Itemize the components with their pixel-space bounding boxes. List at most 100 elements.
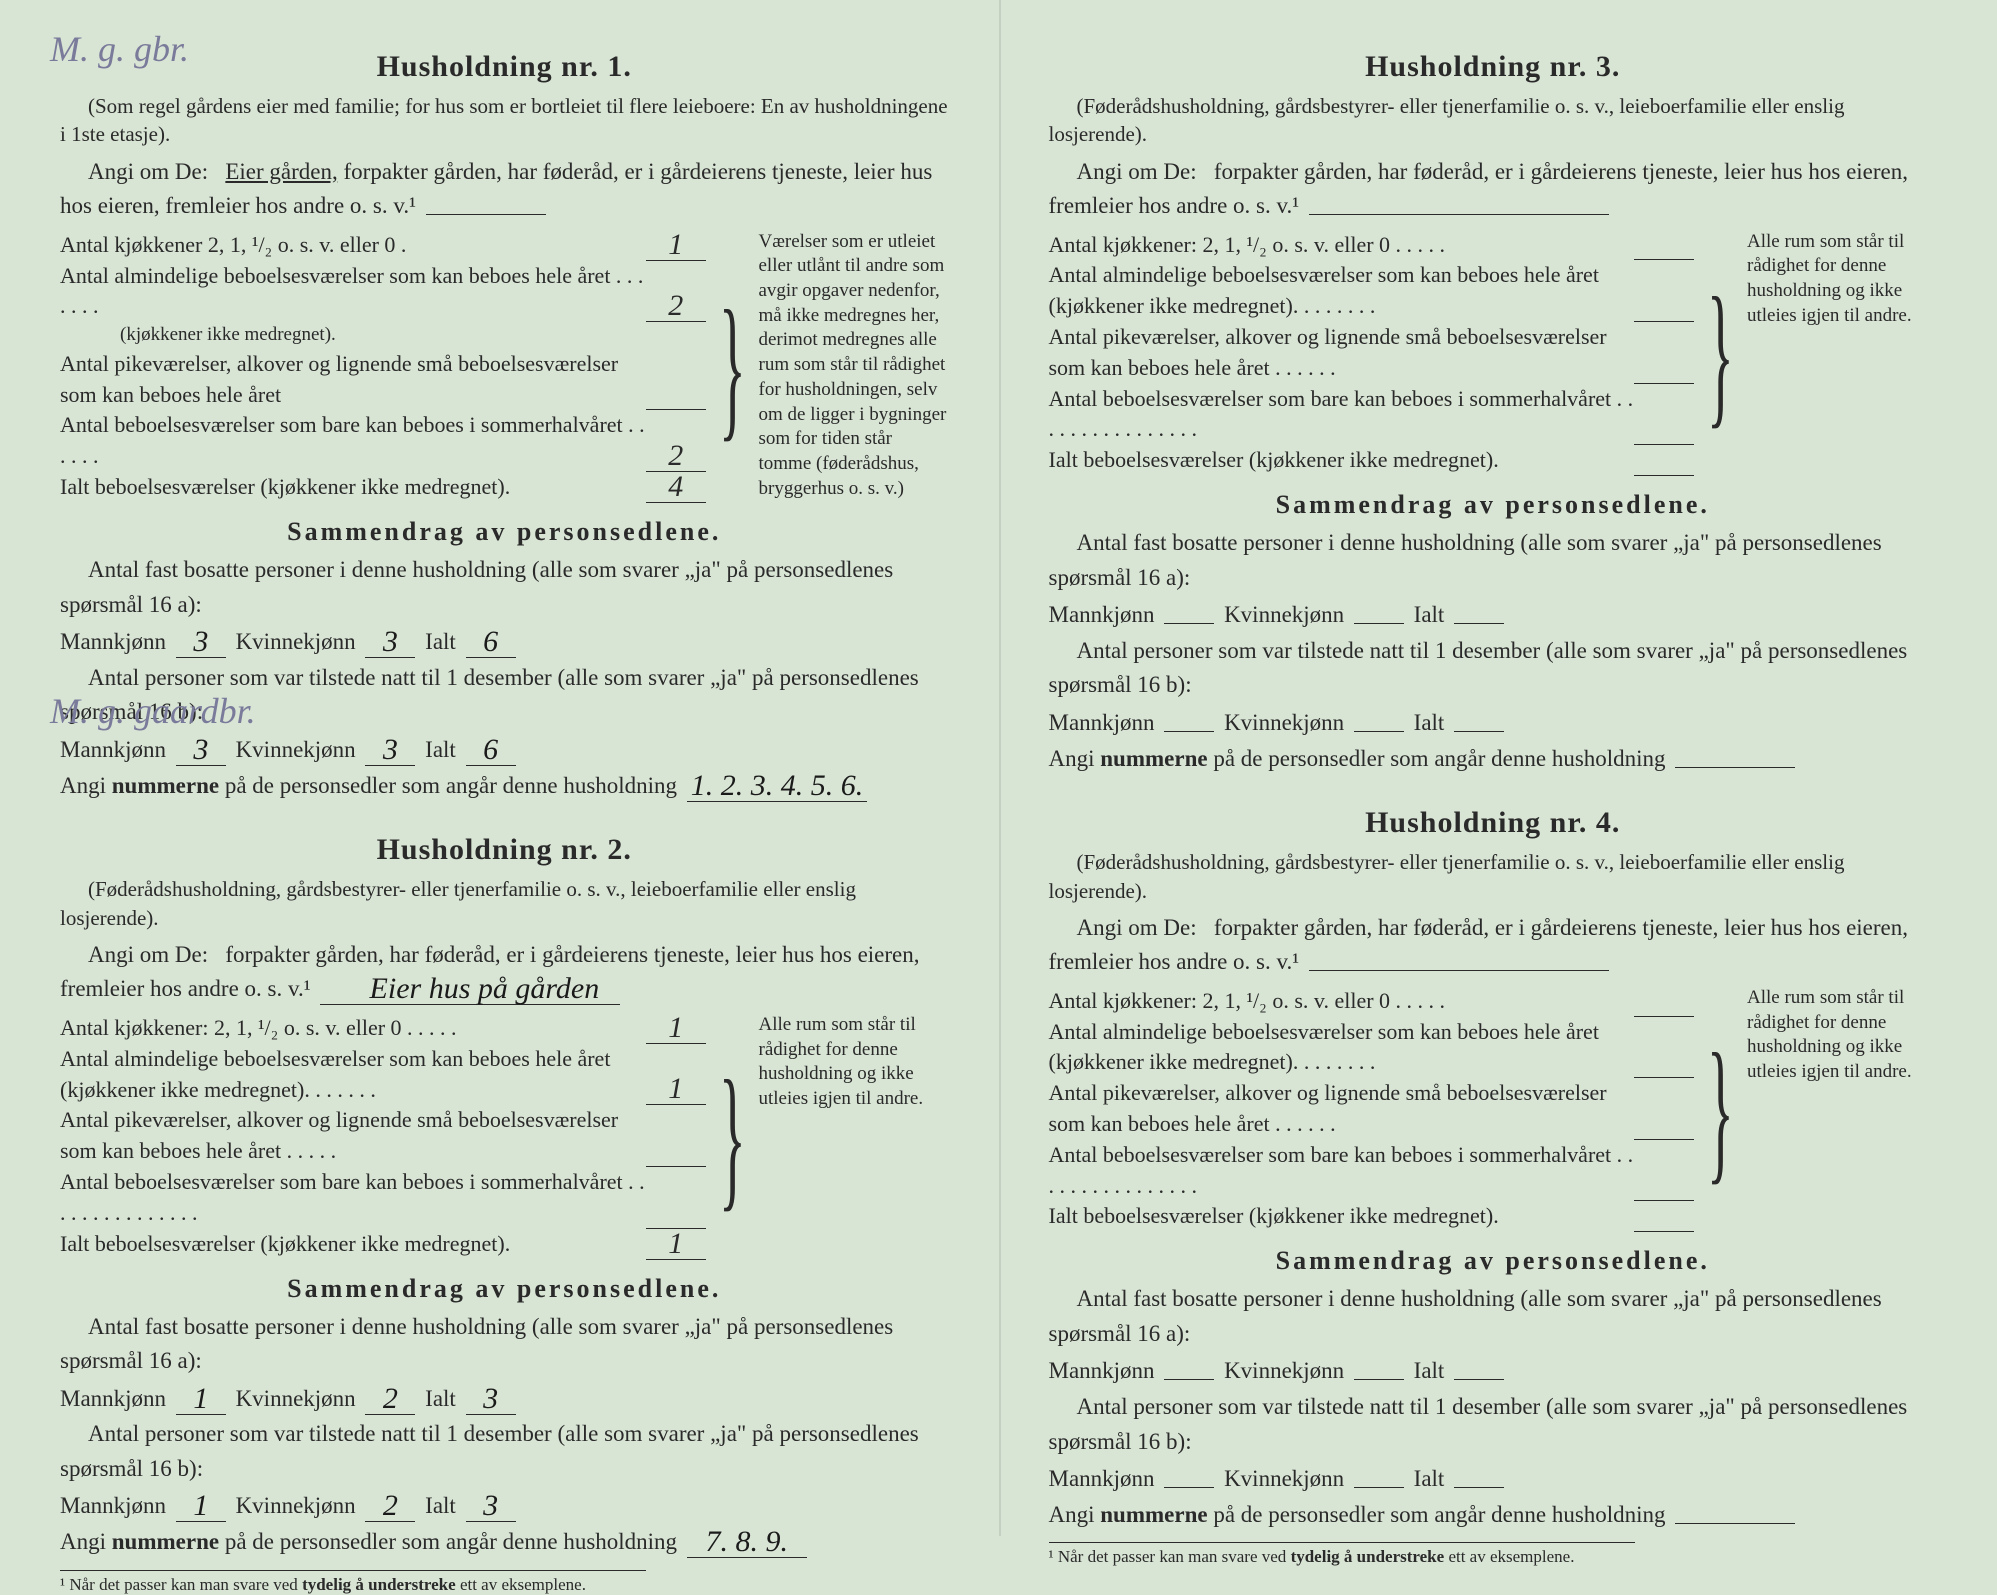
h1-angi-underlined: Eier gården, xyxy=(225,159,337,184)
h2-sum1-m[interactable]: 1 xyxy=(176,1384,226,1415)
h2-angi-value[interactable]: Eier hus på gården xyxy=(320,974,620,1005)
h4-r1-val[interactable] xyxy=(1634,1077,1694,1078)
h4-sum1-m[interactable] xyxy=(1164,1379,1214,1380)
h1-angi-value[interactable] xyxy=(426,214,546,215)
h1-r2-val[interactable] xyxy=(646,409,706,410)
nummerne-bold: nummerne xyxy=(112,773,219,798)
h2-r1: Antal almindelige beboelsesværelser som … xyxy=(60,1044,706,1106)
h3-summary-title: Sammendrag av personsedlene. xyxy=(1049,490,1938,520)
h1-sum2-i[interactable]: 6 xyxy=(466,735,516,766)
h3-rooms-left: Antal kjøkkener: 2, 1, ¹/₂ o. s. v. elle… xyxy=(1049,230,1695,476)
h2-summary-title: Sammendrag av personsedlene. xyxy=(60,1274,949,1304)
h3-angi: Angi om De: forpakter gården, har føderå… xyxy=(1049,155,1938,224)
h3-sum1-k[interactable] xyxy=(1354,623,1404,624)
h2-kitchens: Antal kjøkkener: 2, 1, ¹/₂ o. s. v. elle… xyxy=(60,1013,706,1044)
h3-sum2-m[interactable] xyxy=(1164,731,1214,732)
ialt-label-h2: Ialt xyxy=(425,1386,456,1411)
h1-title: Husholdning nr. 1. xyxy=(60,50,949,84)
h1-sum2-k[interactable]: 3 xyxy=(365,735,415,766)
h3-sum2-i[interactable] xyxy=(1454,731,1504,732)
pencil-note-2: M. g. gaardbr. xyxy=(50,690,256,732)
h1-r1-val[interactable]: 2 xyxy=(646,291,706,322)
h3-r4-val[interactable] xyxy=(1634,475,1694,476)
h3-r4: Ialt beboelsesværelser (kjøkkener ikke m… xyxy=(1049,445,1695,476)
h1-r3-label: Antal beboelsesværelser som bare kan beb… xyxy=(60,410,646,472)
h1-sum1-i[interactable]: 6 xyxy=(466,627,516,658)
h3-angi-value[interactable] xyxy=(1309,214,1609,215)
h3-margin-note: Alle rum som står til rådighet for denne… xyxy=(1747,230,1937,329)
h2-r4-label: Ialt beboelsesværelser (kjøkkener ikke m… xyxy=(60,1229,646,1260)
h4-sum1-k[interactable] xyxy=(1354,1379,1404,1380)
h3-sum1-m[interactable] xyxy=(1164,623,1214,624)
h4-r2-val[interactable] xyxy=(1634,1139,1694,1140)
h4-r3-val[interactable] xyxy=(1634,1200,1694,1201)
h3-angi-pre: Angi om De: xyxy=(1077,159,1197,184)
h4-r3-label: Antal beboelsesværelser som bare kan beb… xyxy=(1049,1140,1635,1202)
h4-sum1-i[interactable] xyxy=(1454,1379,1504,1380)
h2-r1-label: Antal almindelige beboelsesværelser som … xyxy=(60,1044,646,1106)
h1-sum1-k[interactable]: 3 xyxy=(365,627,415,658)
h1-r4-val[interactable]: 4 xyxy=(646,472,706,503)
h1-rooms-block: Antal kjøkkener 2, 1, ¹/₂ o. s. v. eller… xyxy=(60,230,949,503)
h3-sum2-k[interactable] xyxy=(1354,731,1404,732)
h4-angi-pre: Angi om De: xyxy=(1077,915,1197,940)
h3-r3: Antal beboelsesværelser som bare kan beb… xyxy=(1049,384,1695,446)
h4-summary-title: Sammendrag av personsedlene. xyxy=(1049,1246,1938,1276)
census-form-spread: M. g. gbr. Husholdning nr. 1. (Som regel… xyxy=(0,0,1997,1536)
h2-sum2-k[interactable]: 2 xyxy=(365,1491,415,1522)
h1-kitchens-label: Antal kjøkkener 2, 1, ¹/₂ o. s. v. eller… xyxy=(60,230,646,261)
h4-r4-val[interactable] xyxy=(1634,1231,1694,1232)
h4-sum2-i[interactable] xyxy=(1454,1487,1504,1488)
h4-angi-value[interactable] xyxy=(1309,970,1609,971)
h1-rooms-left: Antal kjøkkener 2, 1, ¹/₂ o. s. v. eller… xyxy=(60,230,706,503)
h2-r1-val[interactable]: 1 xyxy=(646,1074,706,1105)
h2-sum2-m[interactable]: 1 xyxy=(176,1491,226,1522)
h2-sum1-k[interactable]: 2 xyxy=(365,1384,415,1415)
h4-sum2-m[interactable] xyxy=(1164,1487,1214,1488)
nummerne-bold-h3: nummerne xyxy=(1100,746,1207,771)
h4-r2-label: Antal pikeværelser, alkover og lignende … xyxy=(1049,1078,1635,1140)
h1-r1-sub: (kjøkkener ikke medregnet). xyxy=(60,322,706,349)
brace-icon: } xyxy=(719,286,746,446)
h4-kitchens: Antal kjøkkener: 2, 1, ¹/₂ o. s. v. elle… xyxy=(1049,986,1695,1017)
h2-sum1-row: Mannkjønn 1 Kvinnekjønn 2 Ialt 3 xyxy=(60,1381,949,1418)
h3-r3-val[interactable] xyxy=(1634,444,1694,445)
h4-rooms-block: Antal kjøkkener: 2, 1, ¹/₂ o. s. v. elle… xyxy=(1049,986,1938,1232)
h1-kitchens-val[interactable]: 1 xyxy=(646,230,706,261)
h4-kitchens-val[interactable] xyxy=(1634,1016,1694,1017)
h3-nums-val[interactable] xyxy=(1675,767,1795,768)
h2-r2-val[interactable] xyxy=(646,1166,706,1167)
h2-sum2-i[interactable]: 3 xyxy=(466,1491,516,1522)
h2-nums-val[interactable]: 7. 8. 9. xyxy=(687,1527,807,1558)
h2-kitchens-val[interactable]: 1 xyxy=(646,1013,706,1044)
h2-footnote: ¹ Når det passer kan man svare ved tydel… xyxy=(60,1570,646,1595)
h1-sum1-m[interactable]: 3 xyxy=(176,627,226,658)
h2-sum1-i[interactable]: 3 xyxy=(466,1384,516,1415)
h4-nums-val[interactable] xyxy=(1675,1523,1795,1524)
h4-sum2-k[interactable] xyxy=(1354,1487,1404,1488)
h3-kitchens-val[interactable] xyxy=(1634,259,1694,260)
mann-label-h3b: Mannkjønn xyxy=(1049,710,1155,735)
h2-r4-val[interactable]: 1 xyxy=(646,1229,706,1260)
mann-label-h3: Mannkjønn xyxy=(1049,602,1155,627)
mann-label2: Mannkjønn xyxy=(60,737,166,762)
h3-kitchens-label: Antal kjøkkener: 2, 1, ¹/₂ o. s. v. elle… xyxy=(1049,230,1635,261)
h3-r2: Antal pikeværelser, alkover og lignende … xyxy=(1049,322,1695,384)
h1-r1-label: Antal almindelige beboelsesværelser som … xyxy=(60,261,646,323)
h1-r4: Ialt beboelsesværelser (kjøkkener ikke m… xyxy=(60,472,706,503)
tydelig-bold-h4: tydelig å understreke xyxy=(1291,1547,1445,1566)
h3-sum1-i[interactable] xyxy=(1454,623,1504,624)
h4-r1-label: Antal almindelige beboelsesværelser som … xyxy=(1049,1017,1635,1079)
h1-nums-val[interactable]: 1. 2. 3. 4. 5. 6. xyxy=(687,771,868,802)
h4-r4-label: Ialt beboelsesværelser (kjøkkener ikke m… xyxy=(1049,1201,1635,1232)
h1-r3-val[interactable]: 2 xyxy=(646,441,706,472)
h3-r3-label: Antal beboelsesværelser som bare kan beb… xyxy=(1049,384,1635,446)
h4-title: Husholdning nr. 4. xyxy=(1049,806,1938,840)
h3-r1-val[interactable] xyxy=(1634,321,1694,322)
h4-sum1-row: Mannkjønn Kvinnekjønn Ialt xyxy=(1049,1353,1938,1390)
h3-r2-val[interactable] xyxy=(1634,383,1694,384)
h1-sum2-m[interactable]: 3 xyxy=(176,735,226,766)
mann-label: Mannkjønn xyxy=(60,629,166,654)
h1-kitchens: Antal kjøkkener 2, 1, ¹/₂ o. s. v. eller… xyxy=(60,230,706,261)
h4-rooms-left: Antal kjøkkener: 2, 1, ¹/₂ o. s. v. elle… xyxy=(1049,986,1695,1232)
